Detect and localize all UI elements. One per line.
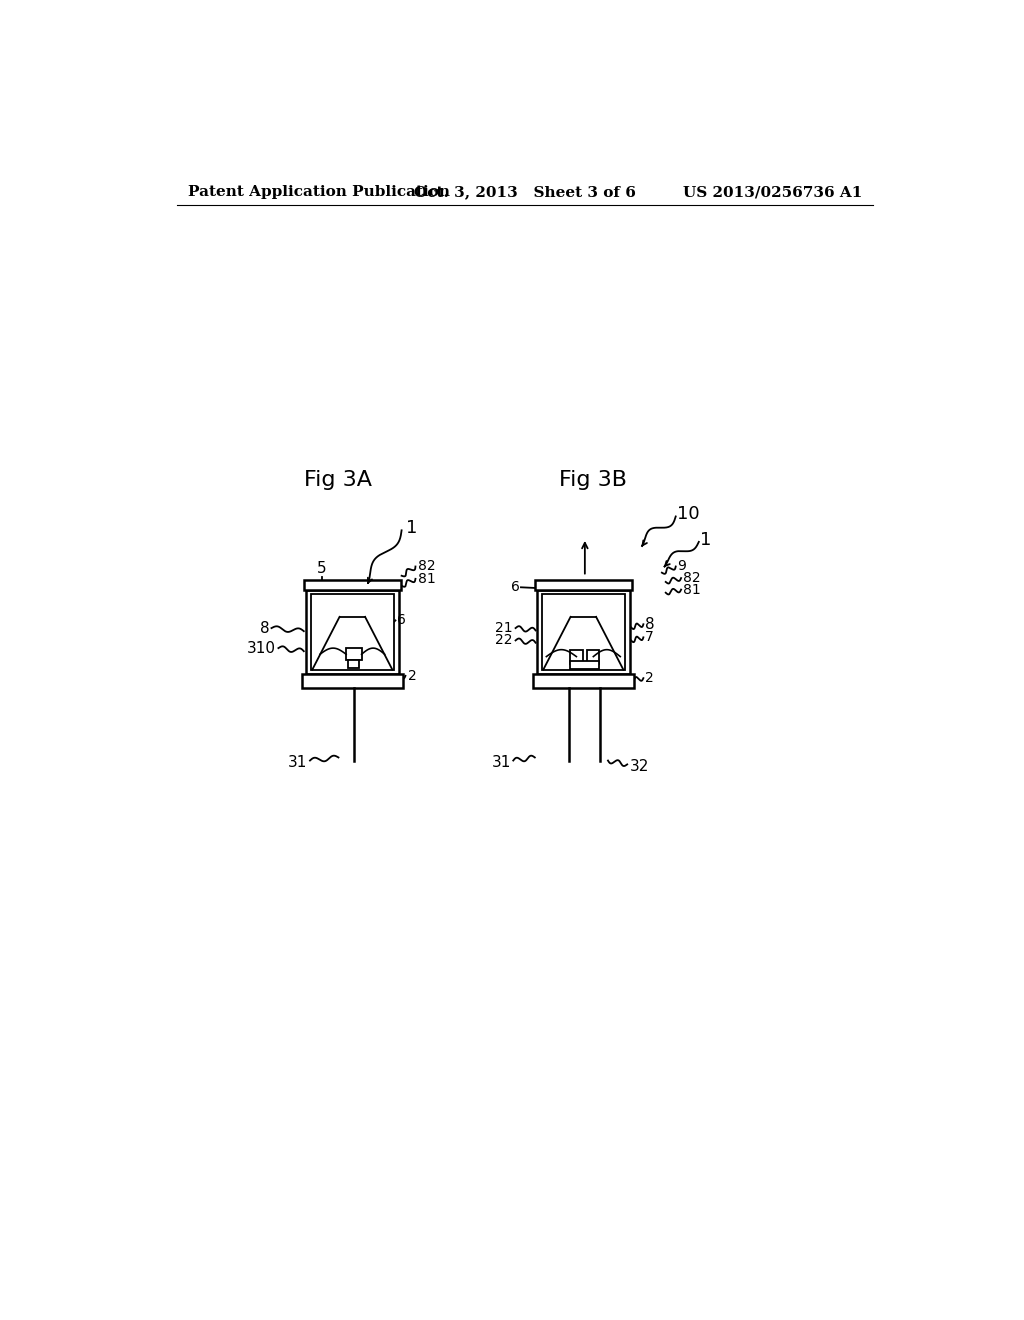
Bar [542,594,625,669]
Text: 8: 8 [645,616,654,632]
Bar [310,594,394,669]
Text: 6: 6 [511,581,520,594]
Text: US 2013/0256736 A1: US 2013/0256736 A1 [683,185,862,199]
Bar [306,590,398,675]
Bar [570,661,599,669]
Text: 32: 32 [630,759,649,775]
Bar [532,675,634,688]
Text: 82: 82 [418,560,435,573]
Bar [570,649,583,664]
Bar [538,590,630,675]
Text: Patent Application Publication: Patent Application Publication [188,185,451,199]
Text: 1: 1 [407,519,418,537]
Bar [346,648,361,660]
Text: 31: 31 [289,755,307,771]
Text: 8: 8 [259,620,269,636]
Bar [587,649,599,664]
Text: Oct. 3, 2013   Sheet 3 of 6: Oct. 3, 2013 Sheet 3 of 6 [414,185,636,199]
Bar [301,675,403,688]
Text: 10: 10 [677,506,699,523]
Text: 1: 1 [700,531,712,549]
Text: 2: 2 [408,669,417,682]
Text: 81: 81 [418,572,435,586]
Text: 310: 310 [247,640,275,656]
Bar [348,660,359,668]
Text: 82: 82 [683,572,701,585]
Text: 7: 7 [645,631,653,644]
Text: 22: 22 [495,634,512,647]
Text: 9: 9 [677,560,686,573]
Text: 5: 5 [316,561,327,576]
Text: Fig 3A: Fig 3A [304,470,373,490]
Text: 81: 81 [683,583,701,598]
Bar [535,581,632,590]
Bar [304,581,400,590]
Text: 31: 31 [492,755,511,771]
Text: 2: 2 [645,671,653,685]
Text: 6: 6 [397,614,406,627]
Text: Fig 3B: Fig 3B [558,470,627,490]
Text: 21: 21 [495,622,512,635]
